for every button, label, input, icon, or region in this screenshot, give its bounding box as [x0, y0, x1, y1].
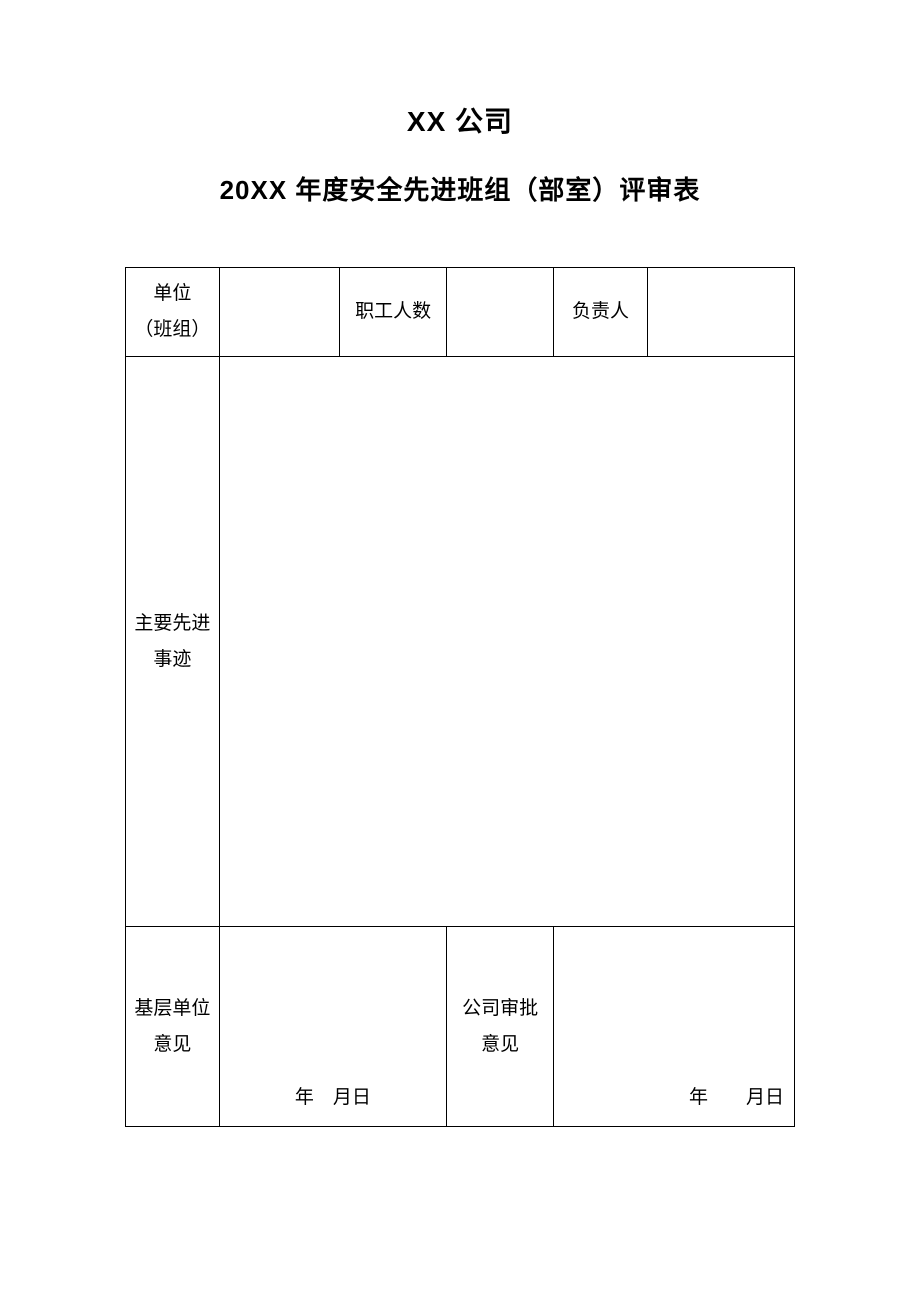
responsible-label-cell: 负责人 [554, 268, 648, 357]
unit-label-line1: 单位 [130, 276, 215, 312]
document-page: XX 公司 20XX 年度安全先进班组（部室）评审表 单位 （班组） 职工人数 … [0, 0, 920, 1127]
base-opinion-label-line1: 基层单位 [130, 991, 215, 1027]
company-opinion-label-cell: 公司审批 意见 [447, 927, 554, 1127]
employee-count-value-cell [447, 268, 554, 357]
document-subtitle: 20XX 年度安全先进班组（部室）评审表 [125, 170, 795, 207]
deeds-row: 主要先进 事迹 [126, 357, 795, 927]
deeds-label-cell: 主要先进 事迹 [126, 357, 220, 927]
deeds-label-line2: 事迹 [130, 642, 215, 678]
responsible-value-cell [647, 268, 794, 357]
employee-count-label-cell: 职工人数 [340, 268, 447, 357]
deeds-label-line1: 主要先进 [130, 606, 215, 642]
unit-value-cell [219, 268, 339, 357]
base-opinion-date-cell: 年 月日 [219, 927, 446, 1127]
unit-label-cell: 单位 （班组） [126, 268, 220, 357]
company-opinion-label-line1: 公司审批 [451, 991, 549, 1027]
base-opinion-label-line2: 意见 [130, 1027, 215, 1063]
opinion-row: 基层单位 意见 年 月日 公司审批 意见 年 月日 [126, 927, 795, 1127]
header-row: 单位 （班组） 职工人数 负责人 [126, 268, 795, 357]
unit-label-line2: （班组） [130, 312, 215, 348]
deeds-value-cell [219, 357, 794, 927]
company-opinion-label-line2: 意见 [451, 1027, 549, 1063]
base-opinion-label-cell: 基层单位 意见 [126, 927, 220, 1127]
company-opinion-date-cell: 年 月日 [554, 927, 795, 1127]
evaluation-form-table: 单位 （班组） 职工人数 负责人 主要先进 事迹 基层单位 意见 年 月日 公司… [125, 267, 795, 1127]
company-title: XX 公司 [125, 100, 795, 140]
